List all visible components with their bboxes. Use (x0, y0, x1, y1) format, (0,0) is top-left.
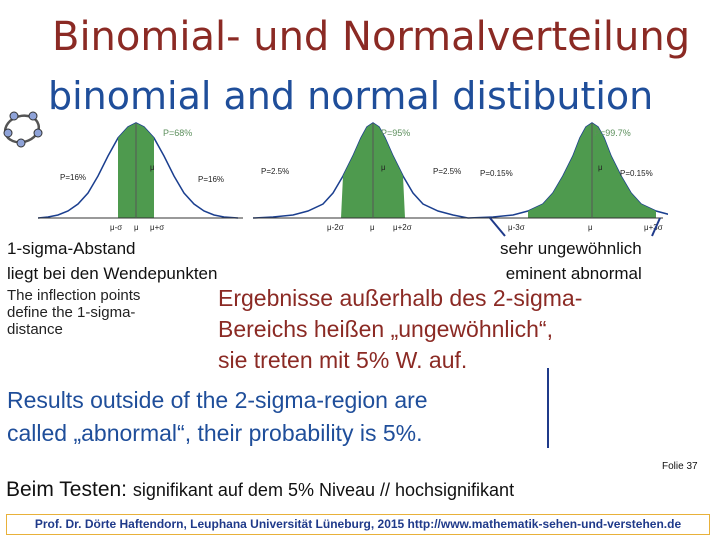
panel-2-area-label: P=95% (381, 128, 410, 138)
main-german-line1: Ergebnisse außerhalb des 2-sigma- (218, 285, 583, 311)
panel-1-axis-right: μ+σ (150, 223, 164, 232)
panel-1-mu-label: μ (150, 163, 155, 172)
panel-3-axis-right: μ+3σ (644, 223, 663, 232)
panel-1-left-tail-label: P=16% (60, 173, 86, 182)
title-german: Binomial- und Normalverteilung (52, 14, 691, 60)
panel-1-axis-left: μ-σ (110, 223, 122, 232)
note-left-english: The inflection points define the 1-sigma… (7, 287, 140, 338)
arrow-right-tail (651, 217, 661, 237)
panel-2-left-tail-label: P=2.5% (261, 167, 289, 176)
panel-3-axis-mid: μ (588, 223, 593, 232)
panel-2-axis-right: μ+2σ (393, 223, 412, 232)
note-right-line2: eminent abnormal (505, 264, 642, 283)
panel-3-sigma: P=99.7% P=0.15% P=0.15% μ μ-3σ μ μ+3σ (467, 122, 668, 232)
main-english-line1: Results outside of the 2-sigma-region ar… (7, 387, 428, 413)
note-left-german-line2: liegt bei den Wendepunkten (7, 264, 218, 283)
main-german-line3: sie treten mit 5% W. auf. (218, 347, 468, 373)
panel-2-mu-label: μ (381, 163, 386, 172)
note-right: sehr ungewöhnlich eminent abnormal (500, 236, 642, 286)
panel-3-area-label: P=99.7% (594, 128, 631, 138)
panel-1-sigma: P=68% P=16% P=16% μ μ-σ μ μ+σ (38, 122, 243, 232)
normal-distribution-figure: P=68% P=16% P=16% μ μ-σ μ μ+σ P=95% P=2.… (38, 122, 668, 232)
main-german-line2: Bereichs heißen „ungewöhnlich“, (218, 316, 553, 342)
note-left-english-line2: define the 1-sigma- (7, 304, 136, 321)
note-left-english-line3: distance (7, 321, 63, 338)
panel-2-sigma: P=95% P=2.5% P=2.5% μ μ-2σ μ μ+2σ (252, 122, 473, 232)
panel-3-left-tail-label: P=0.15% (480, 169, 513, 178)
note-left-german-line1: 1-sigma-Abstand (7, 239, 136, 258)
main-english-line2: called „abnormal“, their probability is … (7, 420, 423, 446)
panel-2-right-tail-label: P=2.5% (433, 167, 461, 176)
panel-3-right-tail-label: P=0.15% (620, 169, 653, 178)
panel-2-axis-left: μ-2σ (327, 223, 344, 232)
main-text-german: Ergebnisse außerhalb des 2-sigma- Bereic… (218, 283, 582, 376)
testing-text: signifikant auf dem 5% Niveau // hochsig… (132, 480, 515, 500)
main-text-english: Results outside of the 2-sigma-region ar… (7, 384, 428, 450)
note-right-line1: sehr ungewöhnlich (500, 239, 642, 258)
testing-prefix: Beim Testen: (6, 478, 128, 501)
footer-credit: Prof. Dr. Dörte Haftendorn, Leuphana Uni… (6, 514, 710, 535)
testing-line: Beim Testen: signifikant auf dem 5% Nive… (6, 478, 514, 502)
arrow-left-tail (489, 217, 506, 237)
geogebra-logo-icon (3, 111, 43, 148)
note-left-english-line1: The inflection points (7, 287, 141, 304)
panel-2-axis-mid: μ (370, 223, 375, 232)
panel-3-mu-label: μ (598, 163, 603, 172)
slide-number: Folie 37 (662, 461, 698, 472)
panel-1-right-tail-label: P=16% (198, 175, 224, 184)
panel-1-axis-mid: μ (134, 223, 139, 232)
panel-1-area-label: P=68% (163, 128, 192, 138)
panel-3-axis-left: μ-3σ (508, 223, 525, 232)
note-left-german: 1-sigma-Abstand liegt bei den Wendepunkt… (7, 236, 217, 286)
title-english: binomial and normal distibution (48, 74, 654, 118)
